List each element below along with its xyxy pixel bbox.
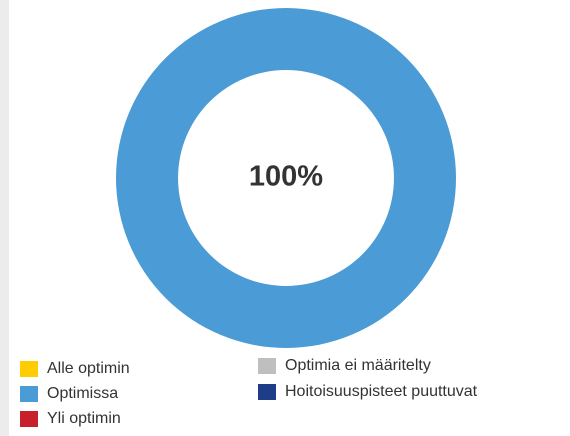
legend-swatch <box>20 386 38 402</box>
side-strip <box>0 0 9 436</box>
legend-label: Optimia ei määritelty <box>285 357 431 374</box>
legend-label: Hoitoisuuspisteet puuttuvat <box>285 383 478 400</box>
legend-swatch <box>258 384 276 400</box>
legend-swatch <box>258 358 276 374</box>
legend-label: Alle optimin <box>47 360 130 377</box>
donut-slice <box>116 8 456 348</box>
legend-label: Yli optimin <box>47 410 121 427</box>
legend-swatch <box>20 361 38 377</box>
legend-label: Optimissa <box>47 385 118 402</box>
legend-swatch <box>20 411 38 427</box>
center-label: 100% <box>249 161 323 193</box>
